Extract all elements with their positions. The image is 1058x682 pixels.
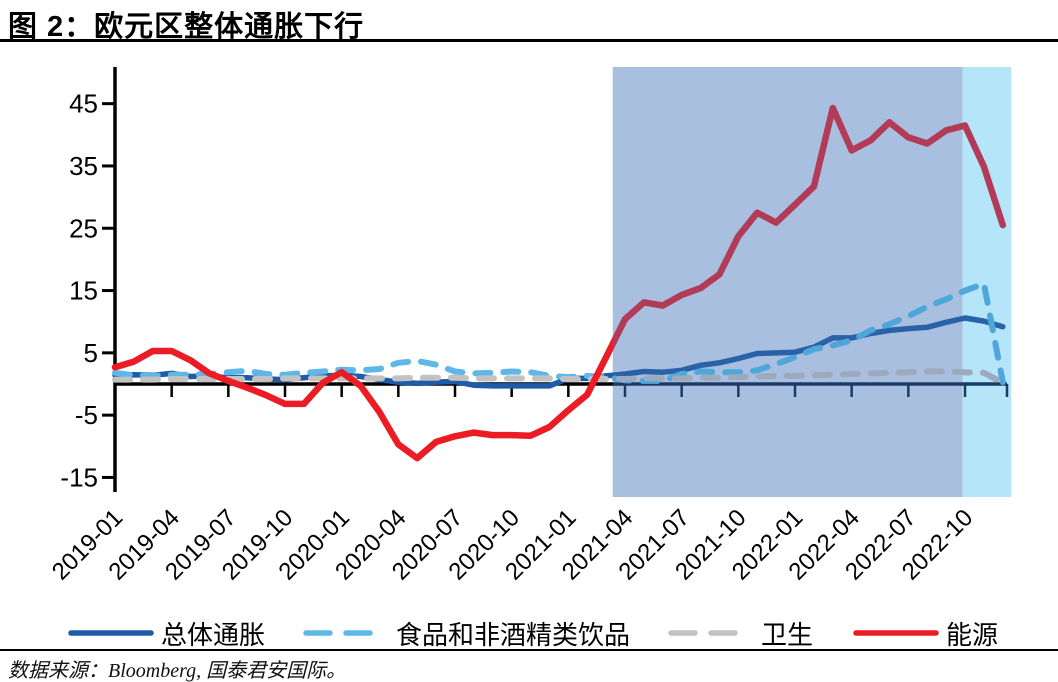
chart-legend: 总体通胀 食品和非酒精类饮品 卫生 能源 — [0, 617, 1058, 650]
legend-item-能源: 能源 — [853, 617, 999, 650]
legend-item-总体通胀: 总体通胀 — [68, 617, 266, 650]
series-line-卫生 — [112, 374, 614, 383]
series-line-总体通胀 — [612, 315, 1006, 378]
legend-item-卫生: 卫生 — [668, 617, 814, 650]
series-line-能源 — [612, 104, 1007, 352]
y-axis-tick-label: 5 — [84, 338, 98, 368]
legend-swatch-solid-line-icon — [68, 630, 154, 636]
highlight-region-1 — [612, 67, 963, 497]
y-axis-tick-label: 15 — [69, 276, 98, 306]
y-axis-tick-label: -5 — [75, 400, 98, 430]
footer-separator-line — [0, 649, 1058, 651]
title-separator-line — [0, 39, 1058, 42]
chart-title: 图 2：欧元区整体通胀下行 — [8, 11, 365, 43]
y-axis-tick-label: -15 — [60, 462, 98, 492]
y-axis-tick-label: 35 — [69, 151, 98, 181]
series-line-能源 — [111, 334, 614, 462]
legend-label: 总体通胀 — [161, 619, 266, 650]
y-axis-tick-label: 45 — [69, 89, 98, 119]
series-line-卫生 — [612, 368, 1006, 386]
line-chart-canvas: -15-55152535452019-012019-042019-072019-… — [47, 67, 1012, 586]
legend-label: 卫生 — [761, 619, 814, 650]
legend-label: 能源 — [946, 619, 999, 650]
data-source-note: 数据来源：Bloomberg, 国泰君安国际。 — [8, 660, 347, 682]
legend-swatch-dashed-line-icon — [668, 630, 754, 636]
legend-swatch-solid-line-icon — [853, 630, 939, 636]
legend-swatch-dashed-line-icon — [303, 630, 389, 636]
legend-label: 食品和非酒精类饮品 — [396, 619, 631, 650]
legend-item-食品和非酒精类饮品: 食品和非酒精类饮品 — [303, 617, 631, 650]
y-axis-tick-label: 25 — [69, 213, 98, 243]
series-line-食品和非酒精类饮品 — [112, 357, 614, 382]
x-axis-group — [612, 382, 1009, 397]
